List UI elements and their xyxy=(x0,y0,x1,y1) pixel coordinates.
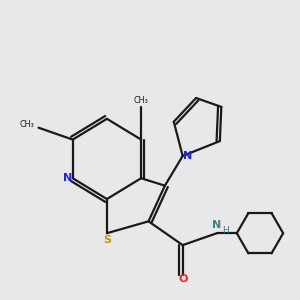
Text: O: O xyxy=(178,274,188,284)
Text: N: N xyxy=(183,151,193,161)
Text: N: N xyxy=(212,220,221,230)
Text: CH₃: CH₃ xyxy=(134,96,148,105)
Text: S: S xyxy=(103,235,111,245)
Text: CH₃: CH₃ xyxy=(20,120,34,129)
Text: H: H xyxy=(222,226,229,235)
Text: N: N xyxy=(63,173,72,183)
